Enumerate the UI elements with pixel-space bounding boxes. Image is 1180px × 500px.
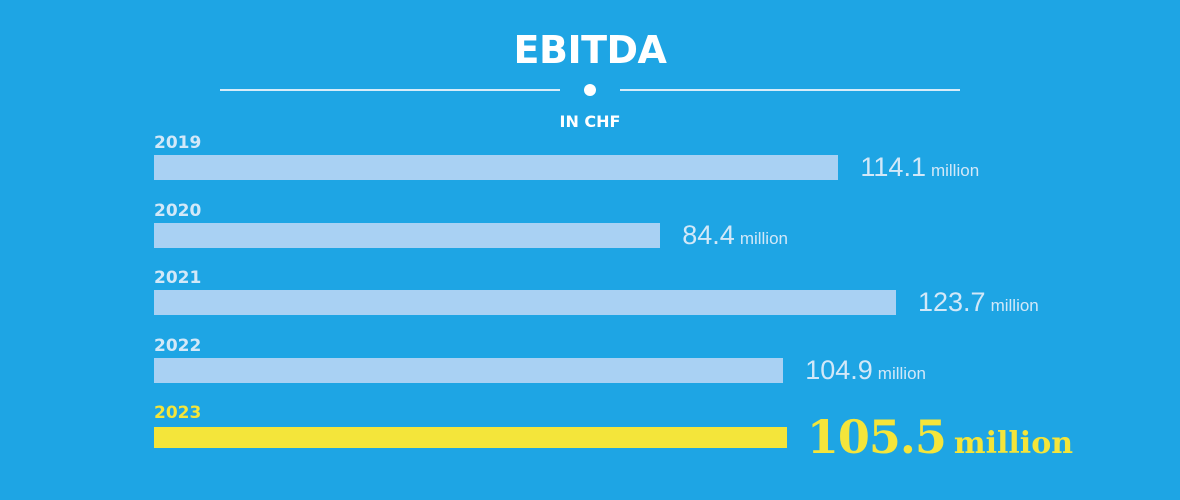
value-number-2020: 84.4 <box>682 219 735 250</box>
year-label-2020: 2020 <box>154 200 202 221</box>
year-label-2019: 2019 <box>154 133 202 153</box>
year-label-2023: 2023 <box>154 403 202 423</box>
title-rule-right <box>620 89 960 91</box>
value-label-2022: 104.9 million <box>805 355 926 386</box>
year-label-2021: 2021 <box>154 268 202 288</box>
value-number-2023: 105.5 <box>806 410 947 464</box>
bar-2023 <box>154 427 787 448</box>
title-dot <box>584 84 596 96</box>
bar-2019 <box>154 155 839 180</box>
value-unit-2021: million <box>990 296 1039 315</box>
value-number-2022: 104.9 <box>805 354 873 385</box>
chart-subtitle: IN CHF <box>559 112 621 131</box>
value-unit-2023: million <box>953 426 1074 461</box>
bar-2022 <box>154 357 784 383</box>
title-rule-left <box>220 89 560 91</box>
value-number-2021: 123.7 <box>918 287 986 317</box>
value-label-2020: 84.4 million <box>682 220 788 251</box>
value-unit-2022: million <box>877 363 926 383</box>
value-label-2019: 114.1 million <box>860 152 979 183</box>
value-number-2019: 114.1 <box>860 152 926 182</box>
value-label-2023: 105.5 million <box>807 410 1073 464</box>
value-unit-2019: million <box>930 161 980 180</box>
bar-2021 <box>154 290 896 315</box>
value-label-2021: 123.7 million <box>918 287 1039 318</box>
value-unit-2020: million <box>739 228 788 248</box>
year-label-2022: 2022 <box>154 335 202 356</box>
chart-title: EBITDA <box>513 28 667 72</box>
bar-2020 <box>154 222 661 248</box>
